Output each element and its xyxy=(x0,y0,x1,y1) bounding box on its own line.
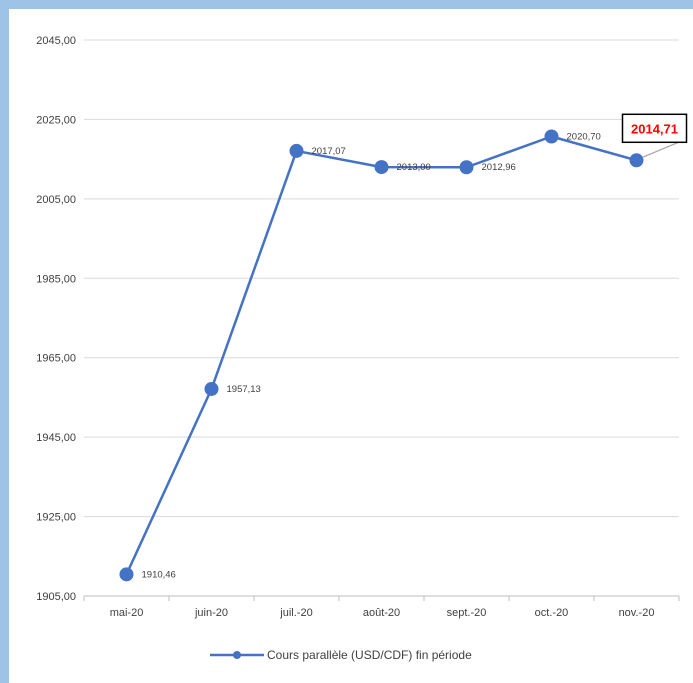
y-tick-label: 1965,00 xyxy=(36,353,76,365)
x-tick-label: nov.-20 xyxy=(619,607,655,619)
legend-label: Cours parallèle (USD/CDF) fin période xyxy=(267,648,472,662)
y-tick-label: 1905,00 xyxy=(36,591,76,603)
legend-marker xyxy=(233,651,241,659)
data-point xyxy=(205,382,219,396)
data-point xyxy=(630,153,644,167)
x-tick-label: juin-20 xyxy=(194,607,228,619)
series-line xyxy=(127,137,637,575)
chart-frame: 1905,00 1925,00 1945,00 1965,00 1985,00 2005,… xyxy=(9,9,693,683)
data-point xyxy=(375,160,389,174)
x-axis: mai-20 juin-20 juil.-20 août-20 sept.-20 oct.… xyxy=(84,596,679,619)
data-point xyxy=(290,144,304,158)
callout-leader-line xyxy=(643,142,679,157)
x-tick-label: sept.-20 xyxy=(447,607,487,619)
y-axis-tick-labels: 1905,00 1925,00 1945,00 1965,00 1985,00 2005,… xyxy=(36,35,76,603)
x-tick-label: août-20 xyxy=(363,607,400,619)
y-tick-label: 1925,00 xyxy=(36,512,76,524)
y-tick-label: 2025,00 xyxy=(36,114,76,126)
data-label: 1910,46 xyxy=(142,569,176,580)
y-tick-label: 2005,00 xyxy=(36,194,76,206)
gridlines xyxy=(84,40,679,517)
line-chart: 1905,00 1925,00 1945,00 1965,00 1985,00 2005,… xyxy=(9,9,693,683)
x-tick-label: oct.-20 xyxy=(535,607,569,619)
data-label: 2013,00 xyxy=(397,162,431,173)
data-point xyxy=(460,160,474,174)
data-point xyxy=(545,130,559,144)
data-point xyxy=(120,567,134,581)
data-label: 2017,07 xyxy=(312,146,346,157)
highlight-callout: 2014,71 xyxy=(623,114,687,157)
x-tick-label: mai-20 xyxy=(110,607,144,619)
data-label: 1957,13 xyxy=(227,384,261,395)
series-line-layer xyxy=(120,130,644,582)
data-label: 2020,70 xyxy=(567,132,601,143)
y-tick-label: 2045,00 xyxy=(36,35,76,47)
callout-label: 2014,71 xyxy=(631,121,678,136)
y-tick-label: 1945,00 xyxy=(36,432,76,444)
legend: Cours parallèle (USD/CDF) fin période xyxy=(210,648,472,662)
y-tick-label: 1985,00 xyxy=(36,273,76,285)
x-tick-label: juil.-20 xyxy=(279,607,312,619)
data-label: 2012,96 xyxy=(482,162,516,173)
